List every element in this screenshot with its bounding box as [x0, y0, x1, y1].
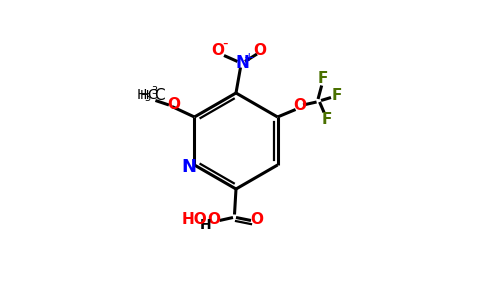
Text: +: + — [243, 51, 254, 64]
Text: N: N — [182, 158, 197, 175]
Text: O: O — [167, 97, 180, 112]
Text: F: F — [321, 112, 332, 127]
Text: H: H — [200, 218, 212, 232]
Text: C: C — [148, 88, 157, 102]
Text: O: O — [293, 98, 306, 113]
Text: 3: 3 — [144, 93, 150, 103]
Text: F: F — [332, 88, 342, 104]
Text: O: O — [212, 44, 225, 59]
Text: O: O — [254, 43, 267, 58]
Text: O: O — [250, 212, 263, 226]
Text: H: H — [140, 89, 150, 103]
Text: -: - — [222, 36, 227, 51]
Text: F: F — [318, 71, 328, 86]
Text: H: H — [137, 88, 147, 102]
Text: O: O — [207, 212, 220, 226]
Text: C: C — [154, 88, 165, 103]
Text: 3: 3 — [152, 86, 158, 97]
Text: HO: HO — [182, 212, 208, 226]
Text: N: N — [235, 54, 249, 72]
